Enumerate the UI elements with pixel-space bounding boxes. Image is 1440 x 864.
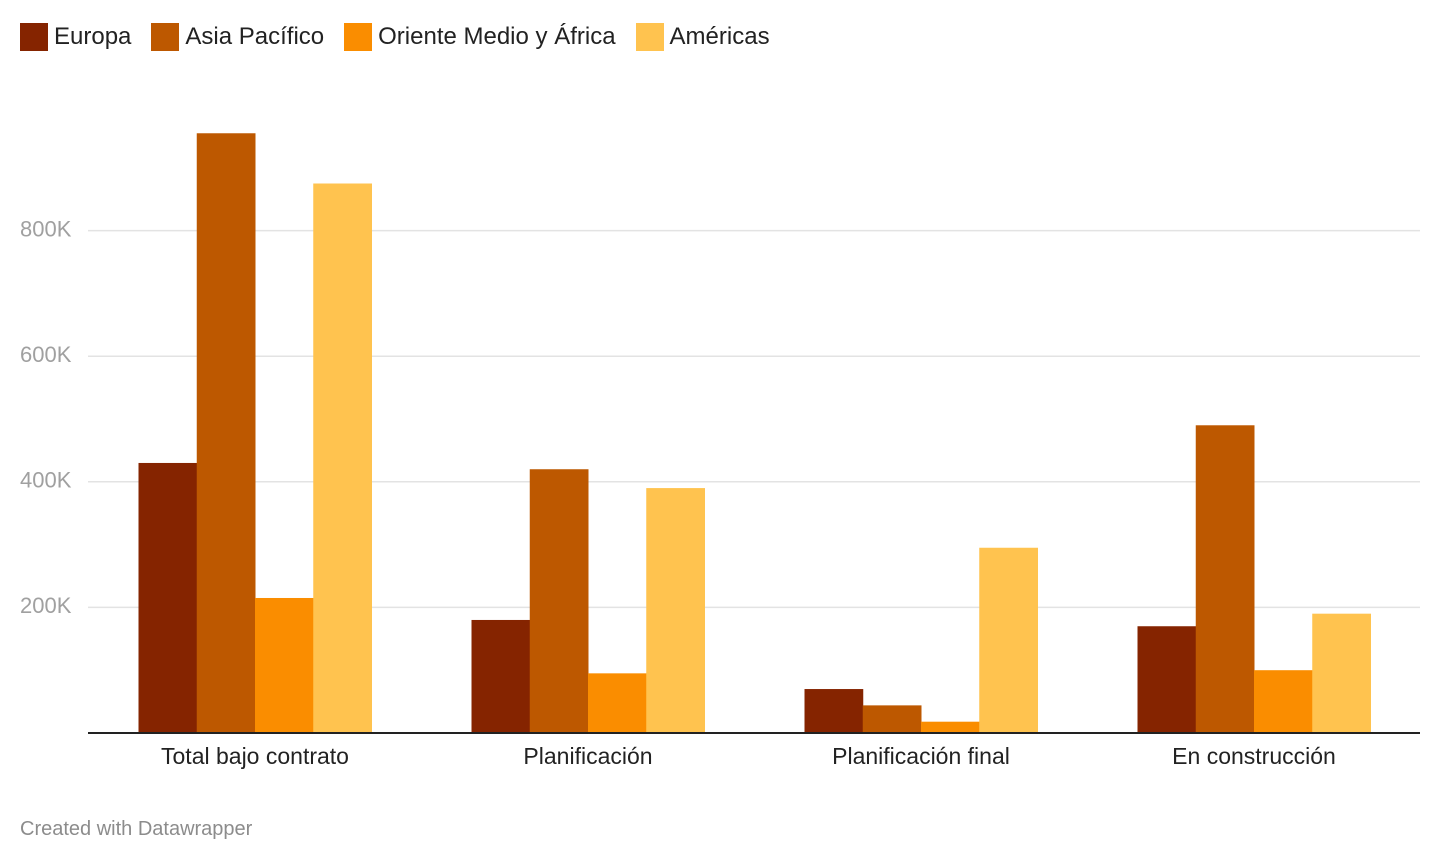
legend-swatch <box>635 23 664 51</box>
bar-asia-pacifico <box>1195 425 1255 733</box>
bar-europa <box>804 689 864 733</box>
y-tick-label: 400K <box>20 468 72 493</box>
bar-oriente-medio-y-africa <box>1254 670 1313 733</box>
credit-text: Created with Datawrapper <box>20 818 253 840</box>
legend-swatch <box>344 23 373 51</box>
x-tick-label: Planificación final <box>832 743 1010 769</box>
y-tick-label: 600K <box>20 342 72 367</box>
legend-label: Europa <box>54 23 132 50</box>
bar-asia-pacifico <box>196 133 256 733</box>
bar-americas <box>313 183 372 733</box>
legend-swatch <box>151 23 180 51</box>
bar-asia-pacifico <box>862 705 922 733</box>
legend-swatch <box>20 23 48 51</box>
bar-americas <box>979 547 1038 733</box>
legend-label: Asia Pacífico <box>185 23 325 50</box>
bar-americas <box>646 488 705 733</box>
legend-item: Oriente Medio y África <box>344 23 616 51</box>
legend-item: Américas <box>635 23 770 51</box>
legend-label: Américas <box>669 23 770 50</box>
x-tick-label: Total bajo contrato <box>161 743 349 769</box>
bar-europa <box>1137 626 1197 733</box>
bar-oriente-medio-y-africa <box>588 673 647 733</box>
legend-label: Oriente Medio y África <box>378 23 616 50</box>
legend: Europa Asia Pacífico Oriente Medio y Áfric… <box>20 21 790 53</box>
bar-europa <box>138 462 198 733</box>
x-tick-label: En construcción <box>1172 743 1336 769</box>
bar-europa <box>471 619 531 733</box>
y-tick-label: 800K <box>20 216 72 241</box>
y-tick-label: 200K <box>20 593 72 618</box>
bar-oriente-medio-y-africa <box>921 721 980 733</box>
bar-asia-pacifico <box>529 469 589 733</box>
x-tick-label: Planificación <box>523 743 652 769</box>
legend-item: Europa <box>20 23 131 51</box>
legend-item: Asia Pacífico <box>151 23 324 51</box>
bar-oriente-medio-y-africa <box>255 597 314 733</box>
bar-americas <box>1312 613 1371 733</box>
